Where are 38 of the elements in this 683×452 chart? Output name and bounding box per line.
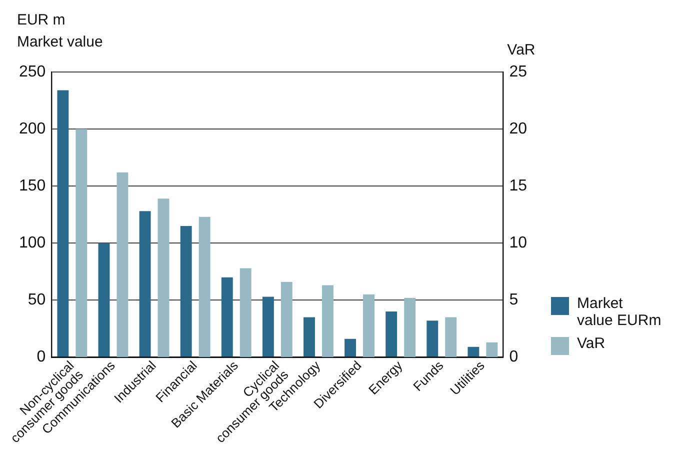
y-tick-label: 100 — [18, 234, 46, 252]
y2-tick-label: 20 — [509, 120, 528, 138]
y-tick-label: 150 — [18, 177, 46, 194]
bar — [363, 294, 374, 358]
y-axis-title: EUR m Market value — [16, 12, 103, 51]
bar — [445, 317, 457, 358]
bar — [198, 216, 210, 358]
bar — [139, 211, 151, 357]
bar — [280, 282, 292, 358]
y2-axis-title: VaR — [507, 42, 536, 59]
y2-tick-label: 25 — [509, 63, 528, 80]
bar — [262, 296, 274, 357]
bar — [98, 243, 110, 357]
bar — [304, 317, 315, 357]
bar — [180, 226, 192, 357]
bar — [386, 312, 398, 357]
bar — [76, 129, 88, 358]
y-tick-label: 200 — [18, 120, 46, 138]
bar — [240, 268, 252, 358]
y-tick-label: 50 — [28, 292, 46, 309]
y2-tick-label: 15 — [509, 177, 528, 194]
y2-tick-label: 5 — [509, 292, 518, 309]
bar — [426, 320, 438, 357]
bar — [486, 342, 498, 358]
bar — [344, 338, 356, 357]
bar — [116, 172, 128, 358]
y-tick-label: 0 — [36, 348, 46, 366]
legend-label: Market value EURm — [577, 295, 662, 330]
y2-tick-label: 10 — [509, 234, 528, 252]
bar — [404, 298, 416, 358]
bar — [322, 285, 334, 358]
legend-label: VaR — [577, 335, 606, 352]
bar — [57, 90, 69, 357]
bar — [468, 346, 480, 357]
bar — [158, 198, 170, 358]
bar — [221, 277, 233, 357]
y2-tick-label: 0 — [509, 348, 518, 366]
y-tick-label: 250 — [18, 63, 46, 80]
